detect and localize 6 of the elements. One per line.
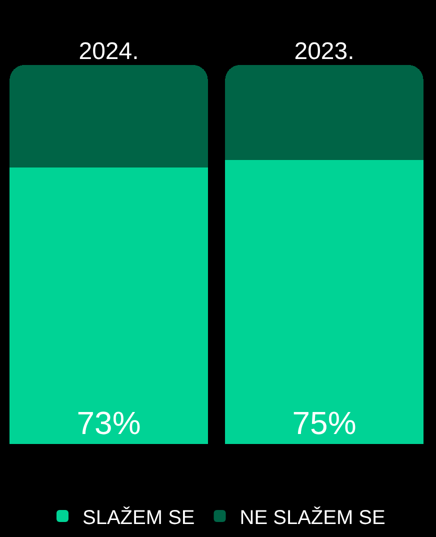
legend-label: SLAŽEM SE [82, 506, 195, 529]
data-label: 75% [292, 405, 356, 441]
x-tick-label: 2023. [294, 38, 354, 66]
x-tick-label: 2024. [78, 38, 139, 66]
legend-label: NE SLAŽEM SE [240, 506, 386, 529]
data-label: 73% [76, 405, 141, 441]
